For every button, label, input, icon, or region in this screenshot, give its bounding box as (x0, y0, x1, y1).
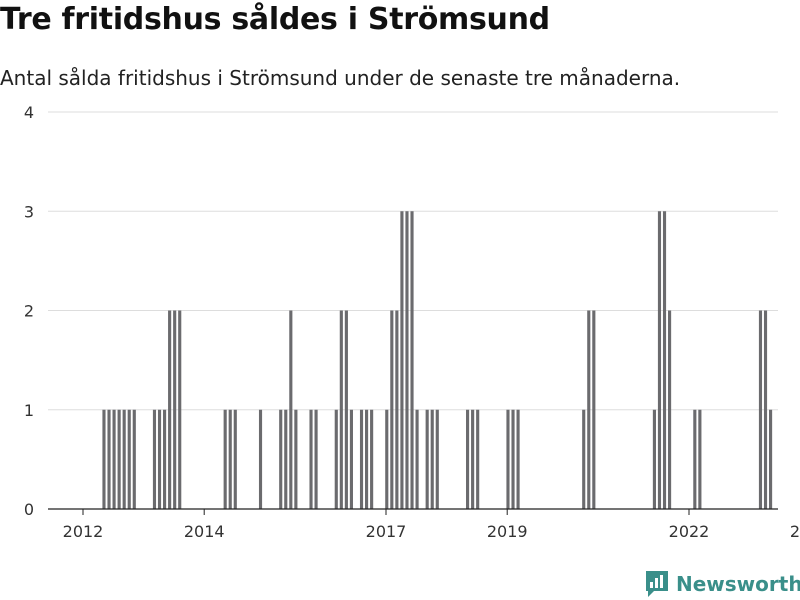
x-axis: 2012 2014 2017 2019 2022 2024 (48, 508, 800, 541)
x-tick-label: 2019 (487, 522, 528, 541)
bar (122, 409, 126, 509)
bar (284, 409, 288, 509)
chart-subtitle: Antal sålda fritidshus i Strömsund under… (0, 66, 681, 90)
bar (344, 310, 348, 509)
bar (223, 409, 227, 509)
bar (370, 409, 374, 509)
bar (693, 409, 697, 509)
bar (476, 409, 480, 509)
bar (339, 310, 343, 509)
bar (466, 409, 470, 509)
bar (511, 409, 515, 509)
bar (309, 409, 313, 509)
bar (279, 409, 283, 509)
y-tick-label: 3 (24, 202, 34, 221)
y-tick-label: 4 (24, 103, 34, 122)
bar (769, 409, 773, 509)
bar (178, 310, 182, 509)
bar (516, 409, 520, 509)
y-tick-label: 2 (24, 302, 34, 321)
bar (349, 409, 353, 509)
bar (258, 409, 263, 509)
bar (657, 211, 662, 509)
bar (668, 310, 672, 509)
bar (228, 409, 232, 509)
bar (294, 409, 298, 509)
bar (163, 409, 167, 509)
bar (173, 310, 177, 509)
newsworthy-logo-icon (646, 571, 668, 597)
bar (763, 310, 768, 509)
bar (385, 409, 389, 509)
bar (698, 409, 702, 509)
x-tick-label: 2014 (184, 522, 225, 541)
bar (107, 409, 111, 509)
bar (102, 409, 106, 509)
bar (435, 409, 439, 509)
x-tick-label: 2017 (366, 522, 407, 541)
bar (506, 409, 510, 509)
bar (400, 211, 404, 509)
bar (132, 409, 136, 509)
bar (233, 409, 237, 509)
bar (127, 409, 131, 509)
chart-title: Tre fritidshus såldes i Strömsund (0, 2, 550, 37)
x-tick-label: 2024 (790, 522, 800, 541)
bar (112, 409, 116, 509)
bar (425, 409, 429, 509)
bar (314, 409, 318, 509)
bar (395, 310, 399, 509)
x-tick-label: 2022 (669, 522, 710, 541)
bar (410, 211, 414, 509)
bar (582, 409, 586, 509)
y-tick-label: 1 (24, 401, 34, 420)
bar (662, 211, 667, 509)
bar (592, 310, 596, 509)
bar (471, 409, 475, 509)
bar (365, 409, 369, 509)
newsworthy-brand[interactable]: Newsworthy (644, 568, 800, 600)
bar (359, 409, 364, 509)
bar (652, 409, 656, 509)
bar (587, 310, 591, 509)
bar (168, 310, 172, 509)
bar (289, 310, 293, 509)
bar (415, 409, 419, 509)
bar (157, 409, 162, 509)
bar (390, 310, 394, 509)
y-axis-ticks: 0 1 2 3 4 (24, 103, 34, 519)
bar (405, 211, 409, 509)
x-tick-label: 2012 (63, 522, 104, 541)
bars (102, 211, 773, 509)
bar (117, 409, 121, 509)
y-tick-label: 0 (24, 500, 34, 519)
brand-label: Newsworthy (676, 572, 800, 596)
bar (334, 409, 338, 509)
bar (758, 310, 763, 509)
bar (152, 409, 157, 509)
bar (430, 409, 434, 509)
